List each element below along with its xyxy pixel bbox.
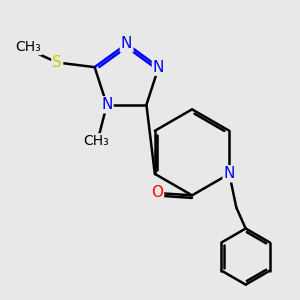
Text: N: N <box>101 97 112 112</box>
Text: S: S <box>52 55 62 70</box>
Text: N: N <box>153 60 164 75</box>
Text: N: N <box>121 36 132 51</box>
Text: N: N <box>224 166 235 181</box>
Text: CH₃: CH₃ <box>15 40 41 54</box>
Text: O: O <box>151 185 163 200</box>
Text: CH₃: CH₃ <box>83 134 109 148</box>
